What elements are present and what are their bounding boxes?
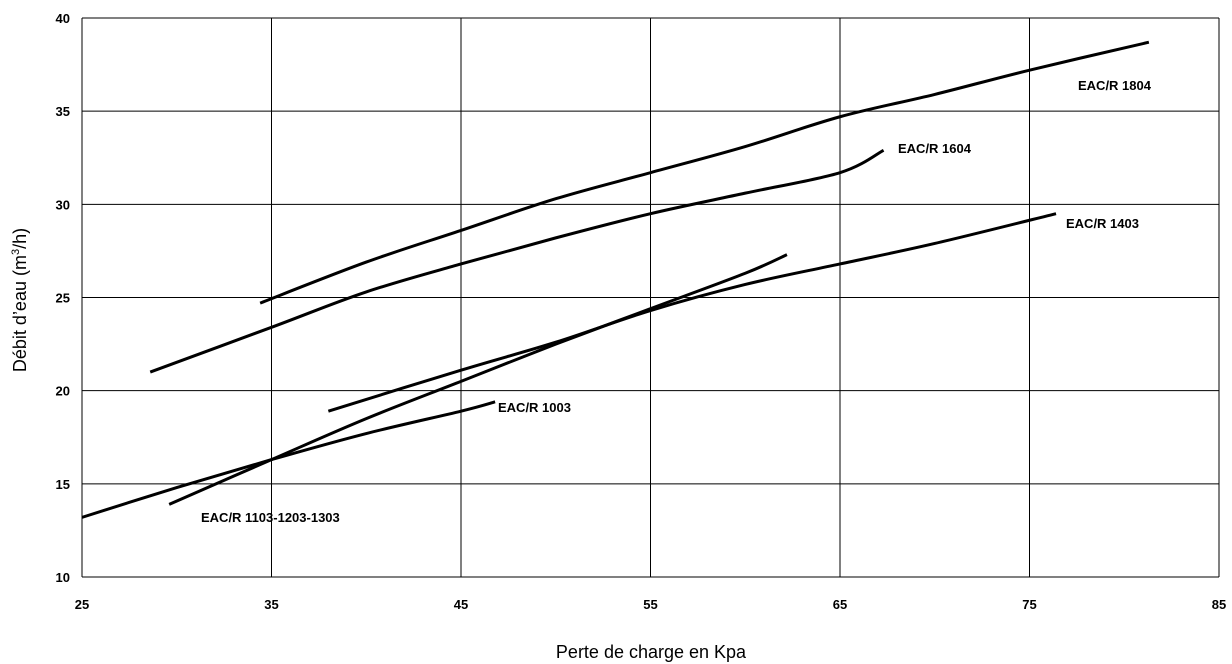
series-label-2: EAC/R 1403 [1066, 216, 1139, 231]
y-axis-label-suffix: /h) [10, 228, 30, 249]
y-tick-label: 25 [56, 291, 70, 306]
x-tick-label: 55 [643, 597, 657, 612]
series-label-3: EAC/R 1604 [898, 141, 972, 156]
y-tick-label: 30 [56, 197, 70, 212]
series-labels: EAC/R 1003 EAC/R 1103-1203-1303 EAC/R 1403… [201, 78, 1152, 525]
y-tick-label: 40 [56, 11, 70, 26]
y-tick-label: 10 [56, 570, 70, 585]
x-tick-label: 25 [75, 597, 89, 612]
y-axis-label-superscript: 3 [10, 249, 22, 255]
series-label-0: EAC/R 1003 [498, 400, 571, 415]
x-tick-label: 35 [264, 597, 278, 612]
x-tick-label: 85 [1212, 597, 1226, 612]
y-axis-label: Débit d’eau (m3/h) [10, 228, 30, 372]
series-label-4: EAC/R 1804 [1078, 78, 1152, 93]
y-axis-label-prefix: Débit d’eau (m [10, 255, 30, 372]
x-axis-label: Perte de charge en Kpa [556, 642, 747, 662]
grid-lines [81, 17, 1220, 578]
series-line-3 [149, 148, 885, 374]
x-tick-label: 65 [833, 597, 847, 612]
series-line-0 [81, 400, 496, 519]
y-tick-label: 20 [56, 384, 70, 399]
series-label-1: EAC/R 1103-1203-1303 [201, 510, 340, 525]
x-tick-label: 45 [454, 597, 468, 612]
series-line-1 [168, 253, 788, 506]
y-tick-label: 35 [56, 104, 70, 119]
x-tick-label: 75 [1022, 597, 1036, 612]
x-tick-labels: 25 35 45 55 65 75 85 [75, 597, 1226, 612]
series-line-2 [327, 212, 1057, 413]
series-line-4 [259, 40, 1150, 305]
y-tick-labels: 10 15 20 25 30 35 40 [56, 11, 70, 585]
series-lines [81, 40, 1150, 519]
y-tick-label: 15 [56, 477, 70, 492]
